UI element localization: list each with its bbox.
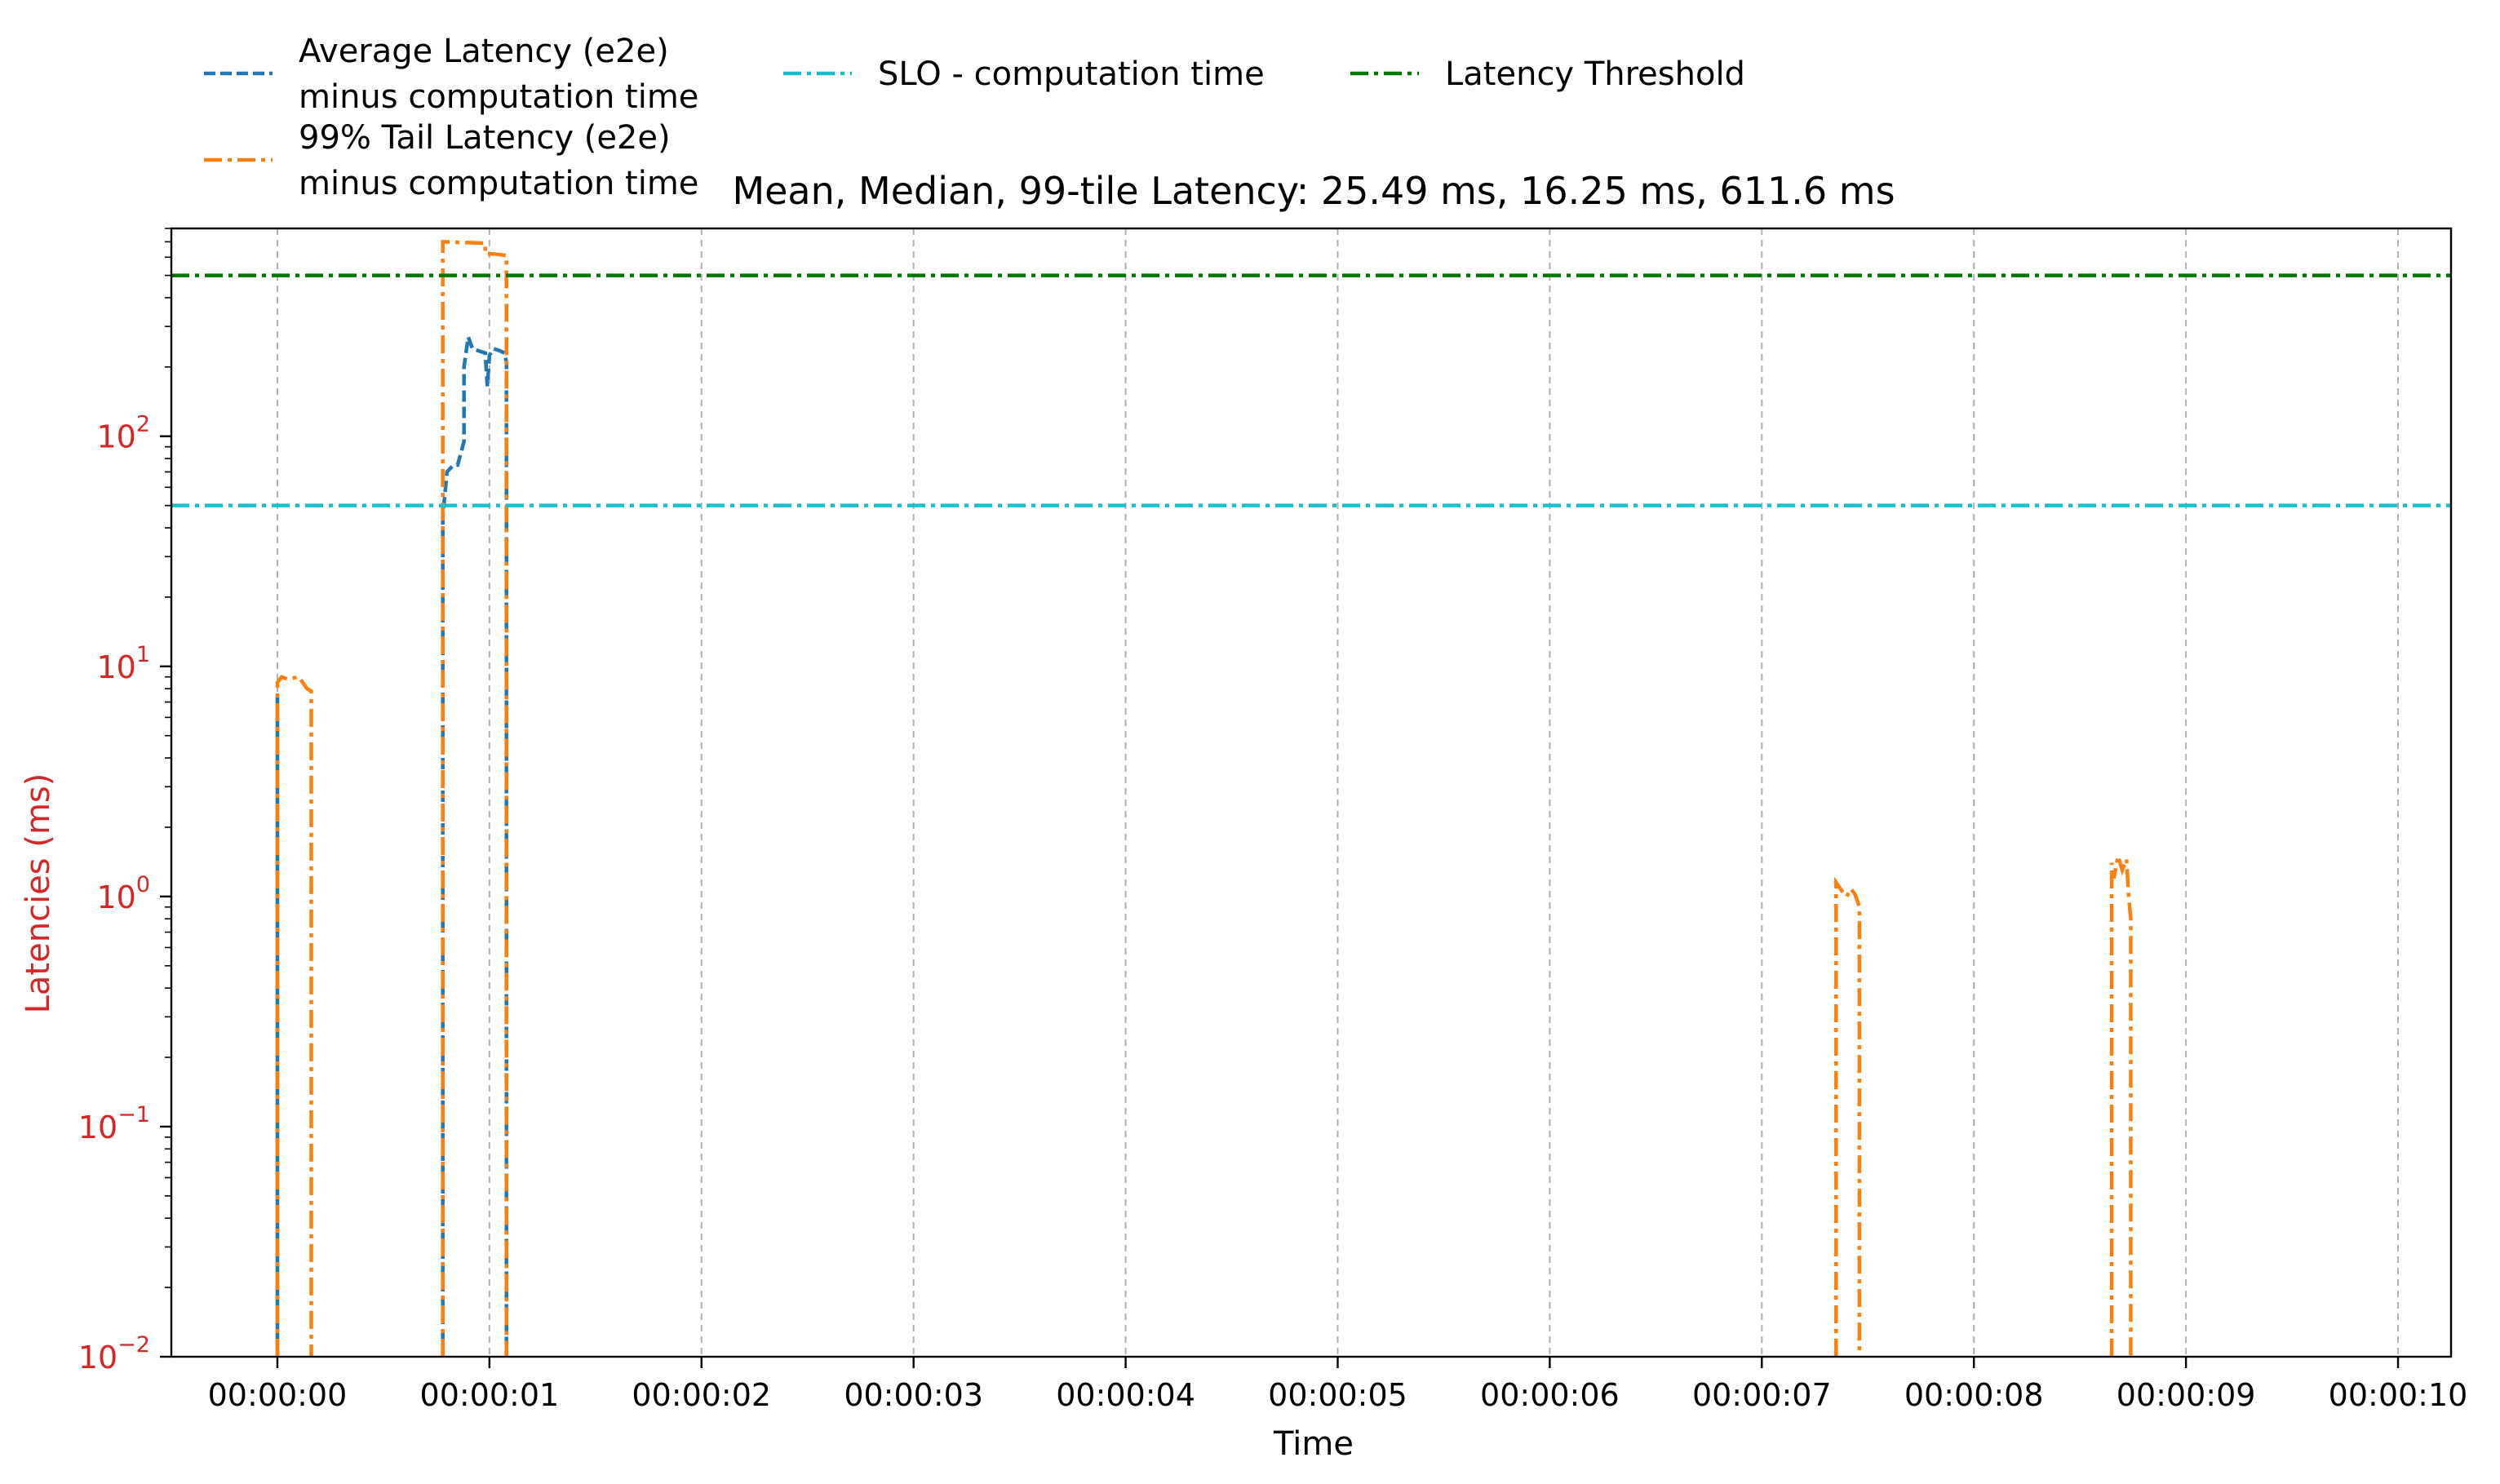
series-segment (275, 675, 313, 1357)
grid (276, 228, 2400, 1357)
legend-item: Average Latency (e2e) minus computation t… (204, 33, 698, 116)
y-tick-label: 10−2 (78, 1332, 150, 1375)
legend: Average Latency (e2e) minus computation t… (204, 33, 1745, 202)
series-0 (275, 336, 508, 1357)
y-tick-label: 102 (96, 412, 150, 455)
series-segment (1834, 876, 1862, 1357)
y-tick-label: 100 (96, 872, 150, 915)
x-tick-label: 00:00:07 (1692, 1377, 1832, 1413)
x-tick-label: 00:00:06 (1480, 1377, 1620, 1413)
legend-label: Average Latency (e2e) minus computation t… (299, 33, 698, 116)
series-segment (441, 240, 508, 1357)
legend-item: Latency Threshold (1350, 55, 1745, 93)
y-axis-label: Latencies (ms) (20, 773, 57, 1014)
plot-frame (170, 227, 2453, 1358)
x-tick-label: 00:00:02 (632, 1377, 771, 1413)
legend-label: 99% Tail Latency (e2e) minus computation … (299, 119, 698, 202)
series-segment (2109, 855, 2133, 1357)
series-lines (171, 240, 2451, 1357)
x-tick-label: 00:00:01 (420, 1377, 560, 1413)
legend-label: SLO - computation time (878, 55, 1265, 93)
axes: 00:00:00 00:00:01 00:00:02 00:00:03 00:00:04… (78, 228, 2468, 1413)
x-tick-label: 00:00:00 (208, 1377, 348, 1413)
series-1 (275, 240, 2133, 1357)
x-tick-label: 00:00:04 (1056, 1377, 1195, 1413)
x-tick-label: 00:00:03 (844, 1377, 983, 1413)
legend-item: 99% Tail Latency (e2e) minus computation … (204, 119, 698, 202)
x-tick-label: 00:00:10 (2329, 1377, 2468, 1413)
chart-title: Mean, Median, 99-tile Latency: 25.49 ms,… (732, 169, 1895, 213)
x-tick-label: 00:00:09 (2117, 1377, 2256, 1413)
x-tick-label: 00:00:05 (1268, 1377, 1407, 1413)
series-segment (441, 336, 508, 1357)
legend-item: SLO - computation time (783, 55, 1265, 93)
x-axis-label: Time (1273, 1425, 1354, 1463)
y-tick-label: 101 (96, 642, 150, 685)
y-tick-label: 10−1 (78, 1102, 150, 1145)
legend-label: Latency Threshold (1445, 55, 1745, 93)
x-tick-label: 00:00:08 (1904, 1377, 2044, 1413)
